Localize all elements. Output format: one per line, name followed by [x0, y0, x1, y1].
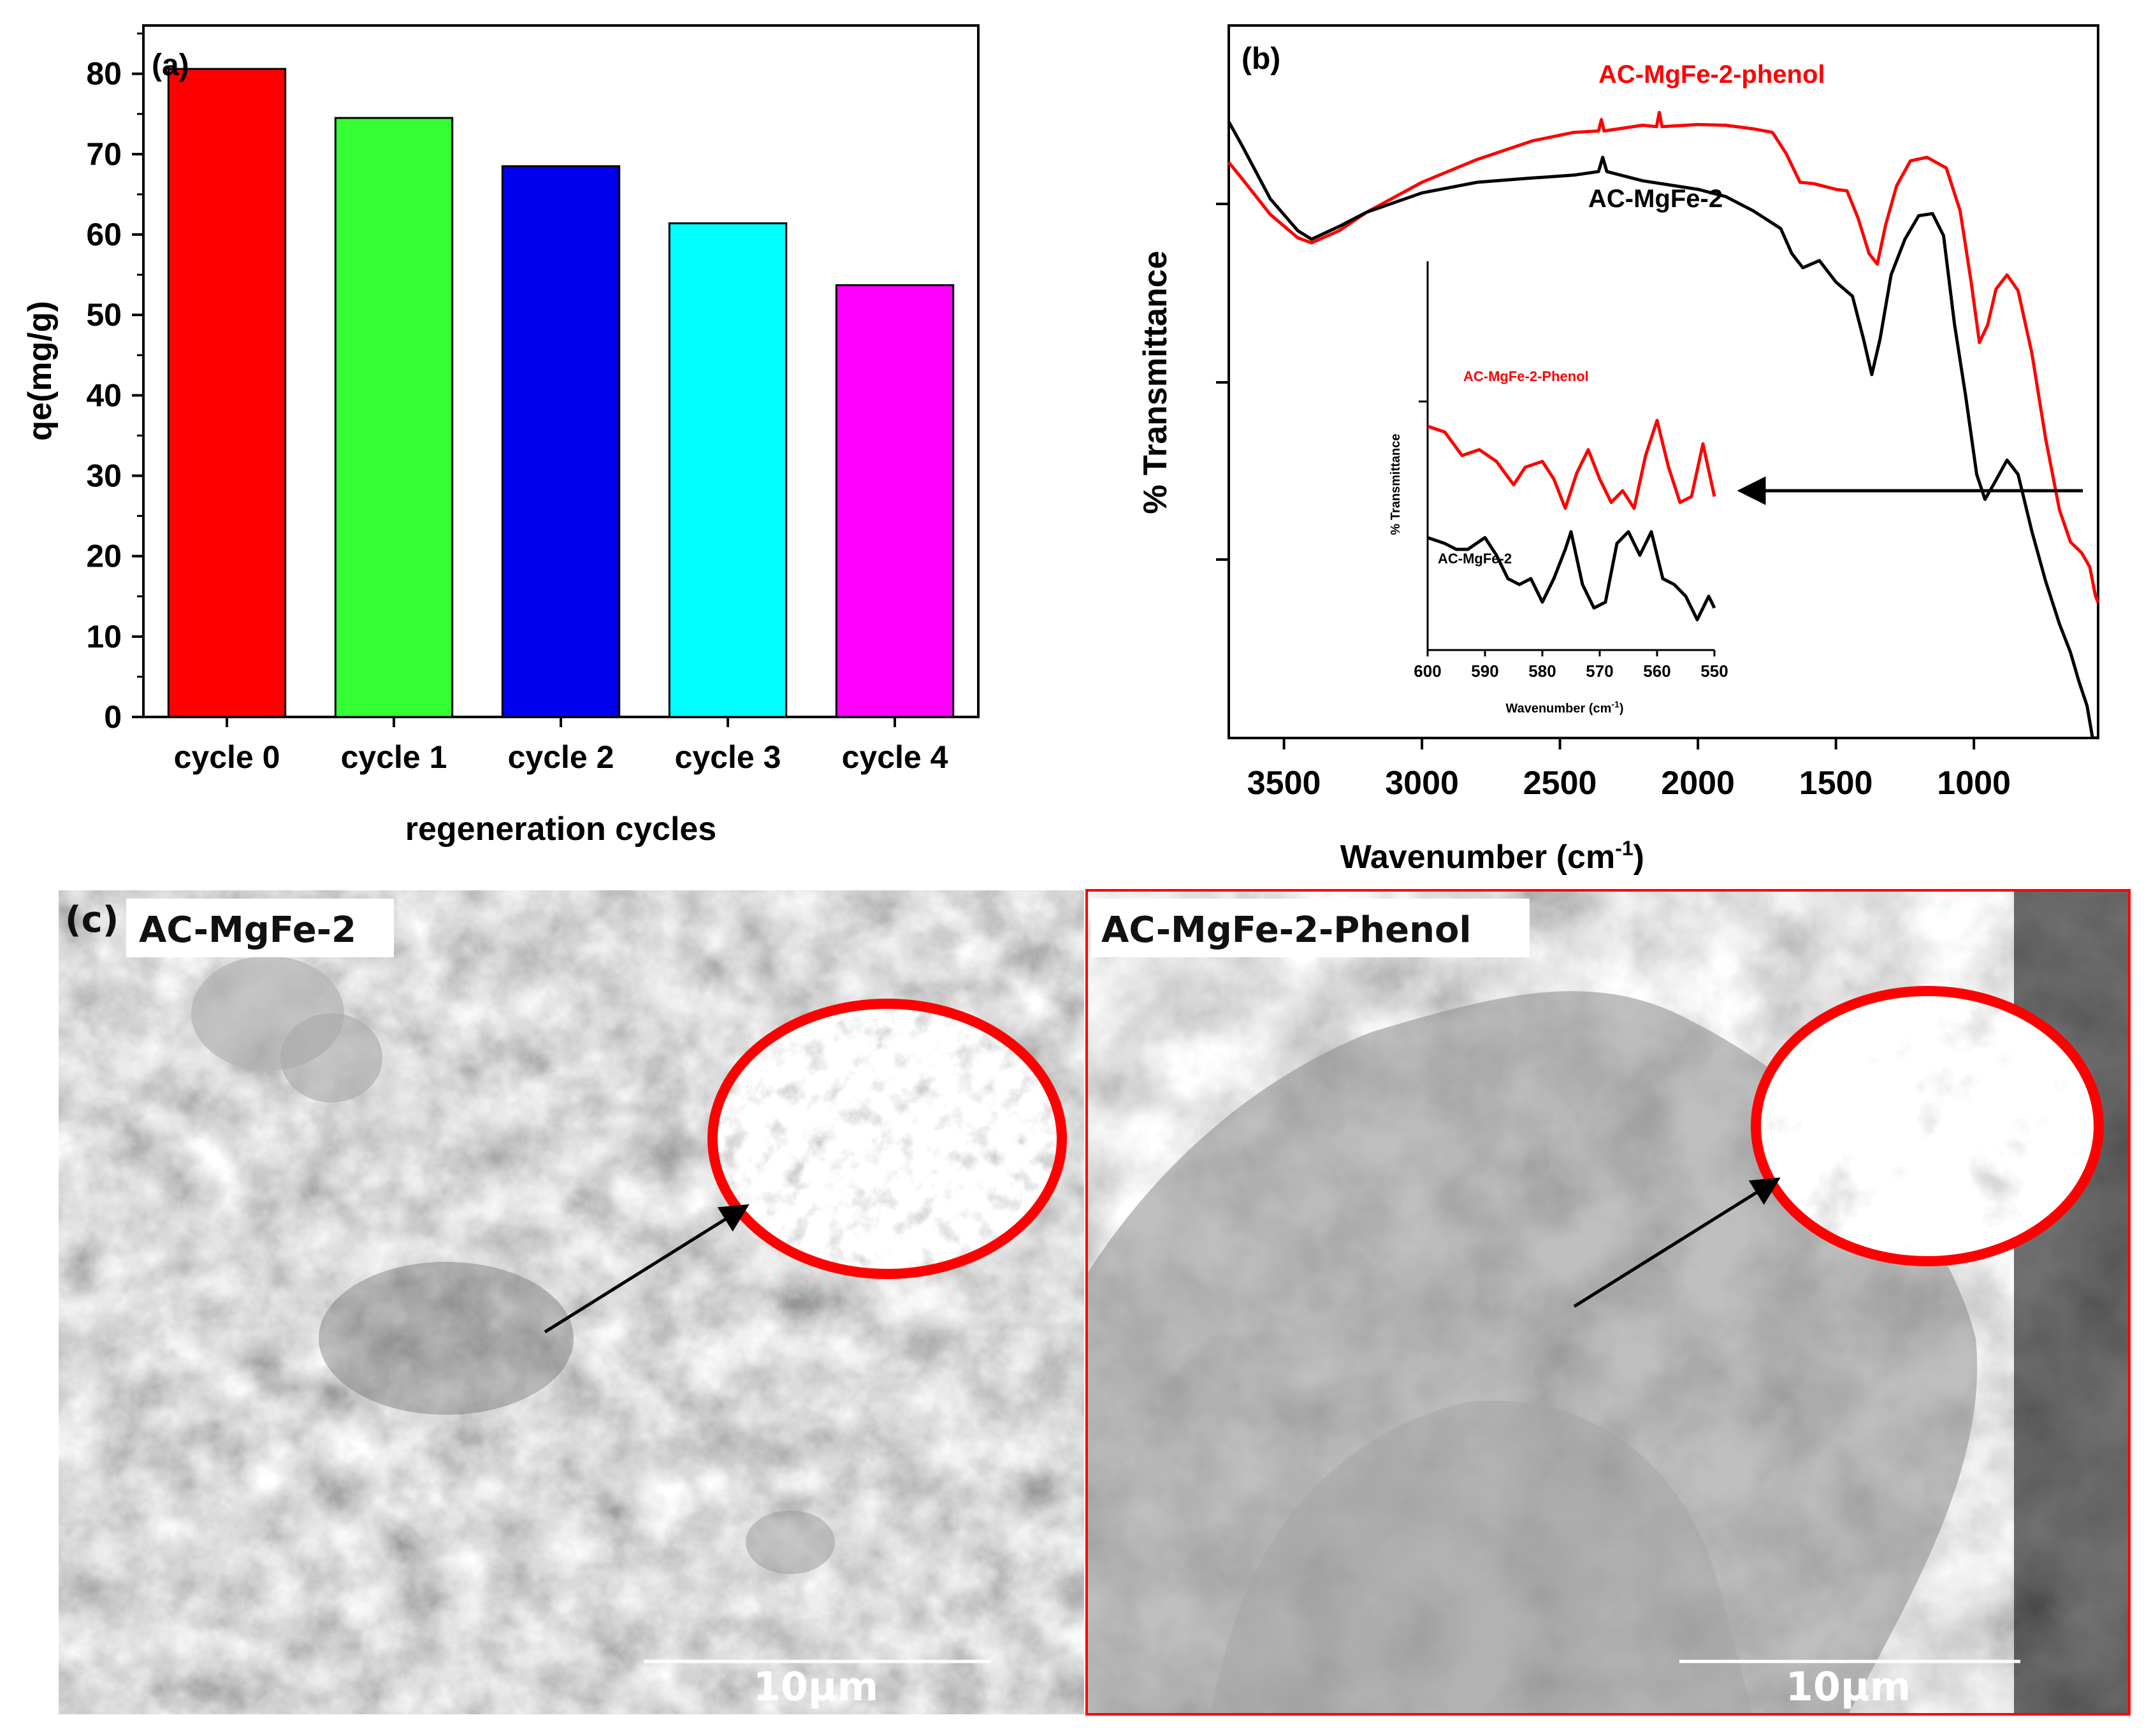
y-tick-label: 50	[86, 297, 122, 333]
inset-x-tick-label: 580	[1528, 662, 1556, 681]
sem-label-left: AC-MgFe-2	[139, 909, 356, 951]
x-tick-label: cycle 0	[174, 739, 280, 775]
x-tick-label: 2000	[1661, 765, 1735, 802]
spectra-group	[1227, 110, 2100, 739]
scale-label-right: 10µm	[1786, 1663, 1911, 1710]
bar	[501, 165, 621, 718]
bar	[167, 68, 287, 718]
inset-x-tick-label: 600	[1414, 662, 1441, 681]
zoom-arrow-right	[1573, 1177, 1781, 1308]
label-box-left	[126, 899, 394, 957]
inset-y-title: % Transmittance	[1389, 434, 1403, 535]
label-box-right	[1091, 899, 1530, 957]
sem-frame-right	[1085, 889, 2131, 1716]
y-tick-label: 0	[104, 699, 122, 735]
series-line-ac-mgfe-2	[1227, 120, 2098, 739]
x-axis-title-a: regeneration cycles	[405, 811, 716, 848]
scale-label-left: 10µm	[753, 1663, 879, 1710]
x-tick-label: cycle 2	[508, 739, 614, 775]
x-tick-label: cycle 3	[675, 739, 781, 775]
plot-frame-b	[1228, 24, 2099, 739]
bar	[835, 284, 955, 718]
zoom-circle-right	[1751, 986, 2104, 1266]
inset-x-tick-label: 570	[1586, 662, 1613, 681]
x-tick-label: cycle 1	[341, 739, 447, 775]
inset-label-phenol: AC-MgFe-2-Phenol	[1463, 368, 1589, 384]
x-tick-label: 3000	[1385, 765, 1459, 802]
y-axis-title-b: % Transmittance	[1137, 250, 1174, 514]
y-tick-label: 60	[86, 217, 122, 252]
sem-panel-c: (c) AC-MgFe-2 AC-MgFe-2-Phenol 10µm 10µm	[59, 889, 2131, 1716]
x-axis-a: cycle 0 cycle 1 cycle 2 cycle 3 cycle 4	[174, 717, 948, 775]
series-line-ac-mgfe-2-phenol	[1228, 110, 2100, 604]
panel-c-label: (c)	[65, 899, 119, 941]
series-label-base: AC-MgFe-2	[1588, 185, 1723, 213]
y-axis-a: 0 10 20 30 40 50 60 70 80	[86, 33, 143, 735]
x-tick-label: 2500	[1523, 765, 1597, 802]
inset-spectra	[1428, 419, 1716, 621]
inset-chart: 600 590 580 570 560 550 AC-MgFe-2-Phenol AC-M…	[1389, 261, 1728, 716]
y-tick-label: 30	[86, 458, 122, 494]
x-tick-label: cycle 4	[842, 739, 948, 775]
inset-label-base: AC-MgFe-2	[1438, 551, 1512, 567]
inset-x-tick-label: 550	[1700, 662, 1728, 681]
y-axis-title-a: qe(mg/g)	[22, 301, 59, 441]
y-tick-label: 20	[86, 539, 122, 574]
x-tick-label: 1000	[1937, 765, 2011, 802]
panel-a-label: (a)	[152, 48, 189, 82]
inset-x-ticks: 600 590 580 570 560 550	[1414, 650, 1728, 681]
bar	[668, 222, 788, 718]
zoom-arrow-left	[544, 1204, 750, 1334]
x-tick-label: 3500	[1247, 765, 1321, 802]
panel-b-label: (b)	[1242, 42, 1280, 76]
inset-series-line-ac-mgfe-2-phenol	[1428, 419, 1716, 510]
inset-x-title: Wavenumber (cm-1)	[1505, 699, 1623, 716]
zoom-circle-left	[707, 999, 1067, 1279]
bar	[334, 117, 454, 718]
inset-x-tick-label: 590	[1471, 662, 1498, 681]
series-label-phenol: AC-MgFe-2-phenol	[1598, 61, 1825, 89]
y-tick-label: 70	[86, 136, 122, 172]
inset-series-line-ac-mgfe-2	[1428, 530, 1716, 621]
x-axis-title-b: Wavenumber (cm-1)	[1340, 837, 1644, 876]
y-tick-label: 80	[86, 56, 122, 92]
sem-label-right: AC-MgFe-2-Phenol	[1101, 909, 1472, 951]
inset-x-tick-label: 560	[1643, 662, 1670, 681]
y-tick-label: 40	[86, 377, 122, 413]
x-axis-b: 3500 3000 2500 2000 1500 1000	[1247, 738, 2011, 802]
y-tick-label: 10	[86, 619, 122, 655]
bars-group	[167, 68, 955, 718]
x-tick-label: 1500	[1799, 765, 1873, 802]
ftir-chart-panel-b: 3500 3000 2500 2000 1500 1000 (b) AC-MgFe-2-p…	[1137, 24, 2100, 876]
